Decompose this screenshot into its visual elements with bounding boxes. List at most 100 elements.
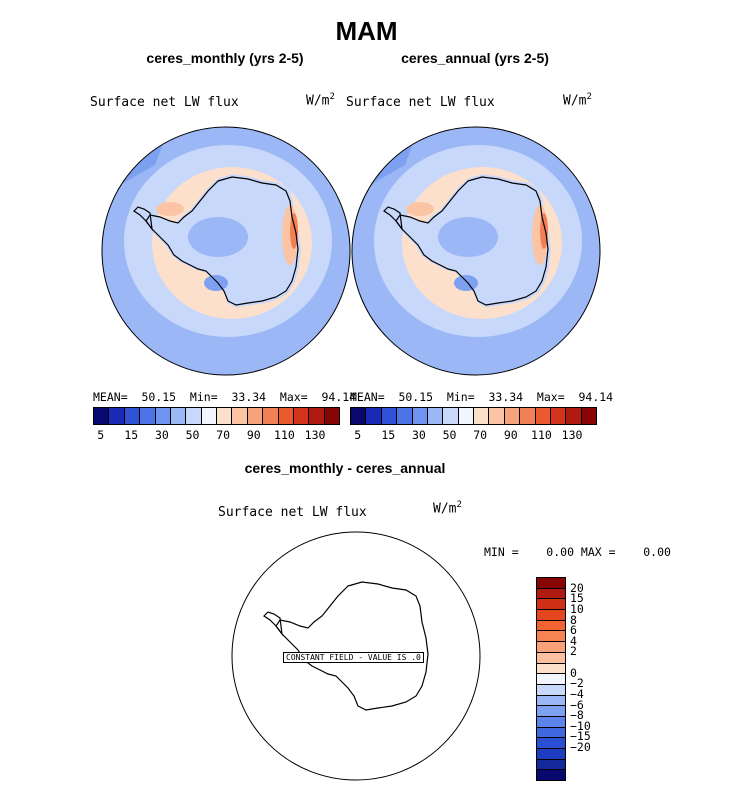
colorbar-tick-label: 5 <box>354 428 362 442</box>
panel-1-map <box>101 126 351 376</box>
colorbar-tick-label: 70 <box>216 428 231 442</box>
colorbar-swatch <box>489 408 505 424</box>
colorbar-tick-label: 30 <box>411 428 426 442</box>
colorbar-tick-label: 90 <box>503 428 518 442</box>
colorbar-swatch <box>458 408 474 424</box>
colorbar-tick-label: −2 <box>570 676 584 691</box>
colorbar-swatch <box>397 408 413 424</box>
colorbar-swatch <box>535 408 551 424</box>
figure-title: MAM <box>335 16 398 46</box>
colorbar-swatch <box>537 610 565 621</box>
panel-1-units: W/m2 <box>306 92 335 109</box>
colorbar-swatch <box>309 408 325 424</box>
panel-2-colorbar-labels: 5 15 30 50 70 90 110 130 <box>350 428 595 442</box>
colorbar-swatch <box>537 759 565 771</box>
panel-2-stats: MEAN= 50.15 Min= 33.34 Max= 94.14 <box>350 390 614 404</box>
panel-1-stats: MEAN= 50.15 Min= 33.34 Max= 94.14 <box>93 390 357 404</box>
colorbar-swatch <box>324 408 339 424</box>
colorbar-swatch <box>351 408 367 424</box>
colorbar-swatch <box>537 684 565 696</box>
colorbar-swatch <box>140 408 156 424</box>
colorbar-swatch <box>366 408 382 424</box>
colorbar-tick-label: 2 <box>570 644 577 659</box>
colorbar-swatch <box>537 706 565 717</box>
colorbar-swatch <box>381 408 398 424</box>
colorbar-swatch <box>412 408 428 424</box>
colorbar-tick-label: 10 <box>570 601 584 616</box>
diff-panel-title: ceres_monthly - ceres_annual <box>244 460 446 476</box>
panel-2-units: W/m2 <box>563 92 592 109</box>
colorbar-tick-label: 8 <box>570 612 577 627</box>
colorbar-swatch <box>550 408 567 424</box>
colorbar-swatch <box>537 620 565 632</box>
colorbar-tick-label: 30 <box>154 428 169 442</box>
colorbar-swatch <box>443 408 459 424</box>
colorbar-tick-label: 4 <box>570 633 577 648</box>
diff-panel-colorbar-labels: 20 15 10 8 6 4 2 0 −2 −4 −6 −8 −10 −15 −20 <box>570 577 610 779</box>
colorbar-swatch <box>537 599 565 611</box>
colorbar-swatch <box>566 408 582 424</box>
colorbar-tick-label: 90 <box>246 428 261 442</box>
colorbar-swatch <box>537 652 565 664</box>
colorbar-swatch <box>247 408 264 424</box>
diff-panel-units: W/m2 <box>433 500 462 517</box>
colorbar-tick-label: −10 <box>570 718 591 733</box>
colorbar-swatch <box>170 408 187 424</box>
colorbar-swatch <box>537 663 565 675</box>
colorbar-swatch <box>537 642 565 653</box>
colorbar-tick-label: 15 <box>124 428 139 442</box>
colorbar-swatch <box>155 408 171 424</box>
colorbar-swatch <box>109 408 125 424</box>
colorbar-tick-label: −20 <box>570 740 591 755</box>
colorbar-swatch <box>427 408 444 424</box>
colorbar-swatch <box>537 631 565 643</box>
colorbar-swatch <box>124 408 141 424</box>
colorbar-tick-label: −4 <box>570 686 584 701</box>
colorbar-swatch <box>504 408 521 424</box>
colorbar-tick-label: 110 <box>274 428 295 442</box>
diff-panel-colorbar <box>536 577 566 781</box>
panel-2-title: ceres_annual (yrs 2-5) <box>401 50 549 66</box>
colorbar-swatch <box>537 727 565 739</box>
colorbar-swatch <box>94 408 110 424</box>
colorbar-tick-label: 0 <box>570 665 577 680</box>
colorbar-tick-label: 130 <box>561 428 583 442</box>
colorbar-swatch <box>537 738 565 749</box>
colorbar-tick-label: −6 <box>570 697 584 712</box>
colorbar-swatch <box>537 770 565 781</box>
colorbar-swatch <box>474 408 490 424</box>
colorbar-tick-label: −8 <box>570 708 584 723</box>
colorbar-swatch <box>537 578 565 589</box>
panel-2-map <box>351 126 601 376</box>
diff-panel-stats: MIN = 0.00 MAX = 0.00 <box>484 545 671 559</box>
colorbar-tick-label: 6 <box>570 623 577 638</box>
panel-1-colorbar <box>93 407 340 425</box>
colorbar-tick-label: 50 <box>442 428 457 442</box>
colorbar-tick-label: −15 <box>570 729 591 744</box>
diff-panel-map <box>231 531 481 781</box>
colorbar-swatch <box>201 408 217 424</box>
panel-1-variable: Surface net LW flux <box>90 95 239 110</box>
panel-1-colorbar-labels: 5 15 30 50 70 90 110 130 <box>93 428 338 442</box>
diff-panel-variable: Surface net LW flux <box>218 505 367 520</box>
colorbar-swatch <box>537 674 565 685</box>
colorbar-swatch <box>581 408 596 424</box>
constant-field-label: CONSTANT FIELD - VALUE IS .0 <box>283 652 424 663</box>
panel-1-title: ceres_monthly (yrs 2-5) <box>146 50 304 66</box>
colorbar-swatch <box>217 408 233 424</box>
colorbar-tick-label: 130 <box>304 428 326 442</box>
colorbar-swatch <box>537 749 565 760</box>
colorbar-swatch <box>520 408 536 424</box>
colorbar-tick-label: 50 <box>185 428 200 442</box>
colorbar-swatch <box>278 408 294 424</box>
colorbar-swatch <box>263 408 279 424</box>
colorbar-swatch <box>537 588 565 600</box>
panel-2-colorbar <box>350 407 597 425</box>
colorbar-tick-label: 15 <box>381 428 396 442</box>
colorbar-tick-label: 110 <box>531 428 552 442</box>
colorbar-swatch <box>232 408 248 424</box>
colorbar-swatch <box>537 695 565 707</box>
colorbar-tick-label: 20 <box>570 580 584 595</box>
colorbar-tick-label: 5 <box>97 428 105 442</box>
panel-2-variable: Surface net LW flux <box>346 95 495 110</box>
